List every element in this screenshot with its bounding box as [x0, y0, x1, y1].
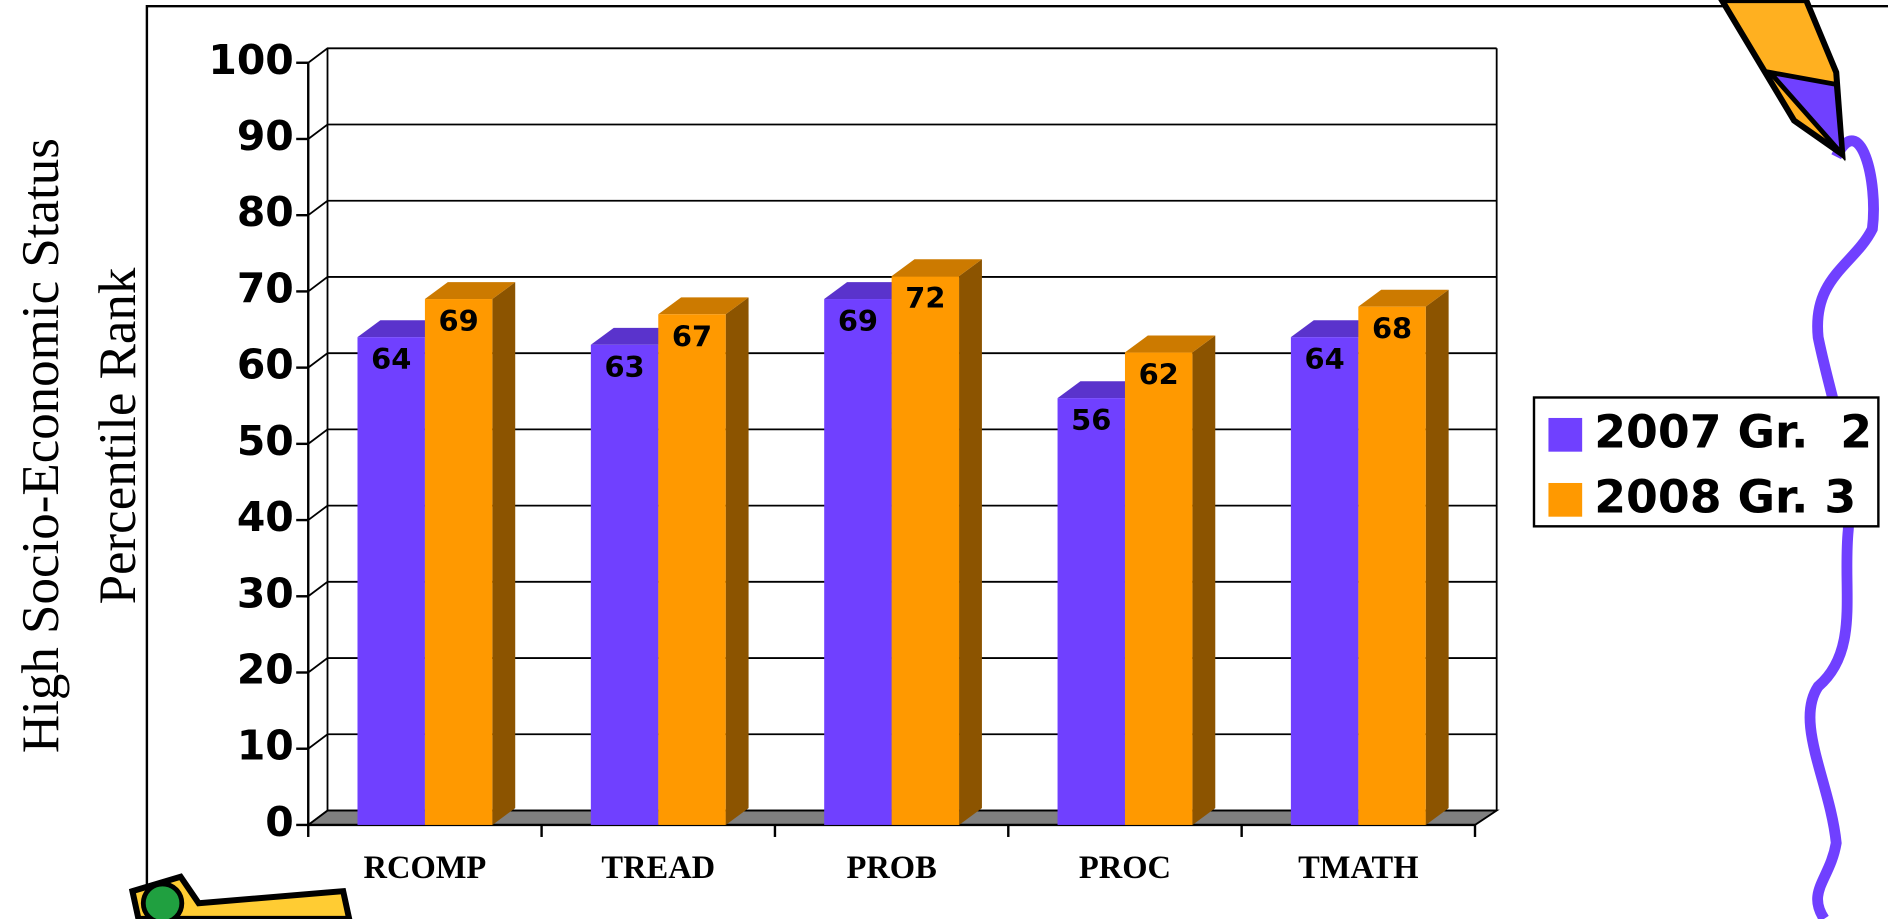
bar-side	[725, 297, 749, 825]
slide-border	[145, 4, 1888, 919]
decor-squiggle	[1804, 135, 1879, 919]
y-tick-label: 10	[237, 722, 294, 770]
y-tick-label: 30	[237, 569, 294, 617]
value-label: 56	[1071, 403, 1111, 437]
bar	[1290, 337, 1359, 825]
bar-top	[658, 297, 749, 315]
y-axis-title: High Socio-Economic Status	[12, 138, 70, 753]
value-label: 64	[1305, 342, 1345, 376]
value-label: 67	[672, 319, 712, 353]
value-label: 62	[1139, 357, 1179, 391]
x-tick-label: TREAD	[601, 850, 715, 886]
x-tick-label: RCOMP	[364, 850, 487, 886]
bar	[1358, 306, 1426, 825]
y-tick-label: 90	[237, 112, 294, 160]
bar-top	[891, 259, 982, 277]
bar	[424, 299, 493, 825]
grid-line	[307, 47, 1497, 64]
y-tick-label: 70	[237, 264, 294, 312]
x-tick-label: TMATH	[1298, 850, 1418, 886]
value-label: 72	[905, 281, 945, 315]
decor-eraser	[140, 881, 185, 919]
grid-line	[307, 352, 1497, 369]
y-tick-label: 0	[265, 798, 293, 846]
value-label: 69	[439, 304, 479, 338]
y-tick-label: 80	[237, 188, 294, 236]
value-label: 68	[1372, 312, 1412, 346]
bar	[1124, 352, 1193, 825]
y-tick-label: 100	[208, 36, 293, 84]
bar	[658, 314, 726, 825]
y-tick-label: 50	[237, 417, 294, 465]
bar-top	[424, 282, 516, 300]
bar-side	[492, 282, 516, 825]
x-tick-label: PROB	[846, 850, 936, 886]
y-axis-title: Percentile Rank	[89, 267, 147, 604]
y-tick-label: 20	[237, 646, 294, 694]
legend-swatch	[1548, 482, 1583, 517]
legend-label: 2008 Gr. 3	[1594, 470, 1856, 523]
legend-label: 2007 Gr. 2	[1594, 405, 1872, 458]
bar	[1057, 398, 1125, 825]
bar	[357, 337, 425, 825]
bar	[590, 344, 659, 825]
legend-swatch	[1548, 417, 1583, 452]
grid-line	[307, 123, 1497, 140]
grid-line	[307, 199, 1497, 216]
bar-side	[1192, 335, 1216, 825]
bar-top	[1358, 289, 1449, 307]
bar-side	[959, 259, 982, 825]
bar-top	[1124, 335, 1216, 353]
value-label: 69	[838, 304, 878, 338]
bar	[824, 299, 892, 825]
legend-box	[1532, 396, 1880, 528]
y-tick-label: 40	[237, 493, 294, 541]
grid-line	[307, 276, 1497, 293]
bar-side	[1425, 289, 1449, 825]
value-label: 63	[604, 350, 644, 384]
value-label: 64	[371, 342, 411, 376]
bar	[891, 276, 960, 825]
decor-pencil-tip	[1763, 68, 1846, 162]
y-tick-label: 60	[237, 341, 294, 389]
x-tick-label: PROC	[1079, 850, 1171, 886]
